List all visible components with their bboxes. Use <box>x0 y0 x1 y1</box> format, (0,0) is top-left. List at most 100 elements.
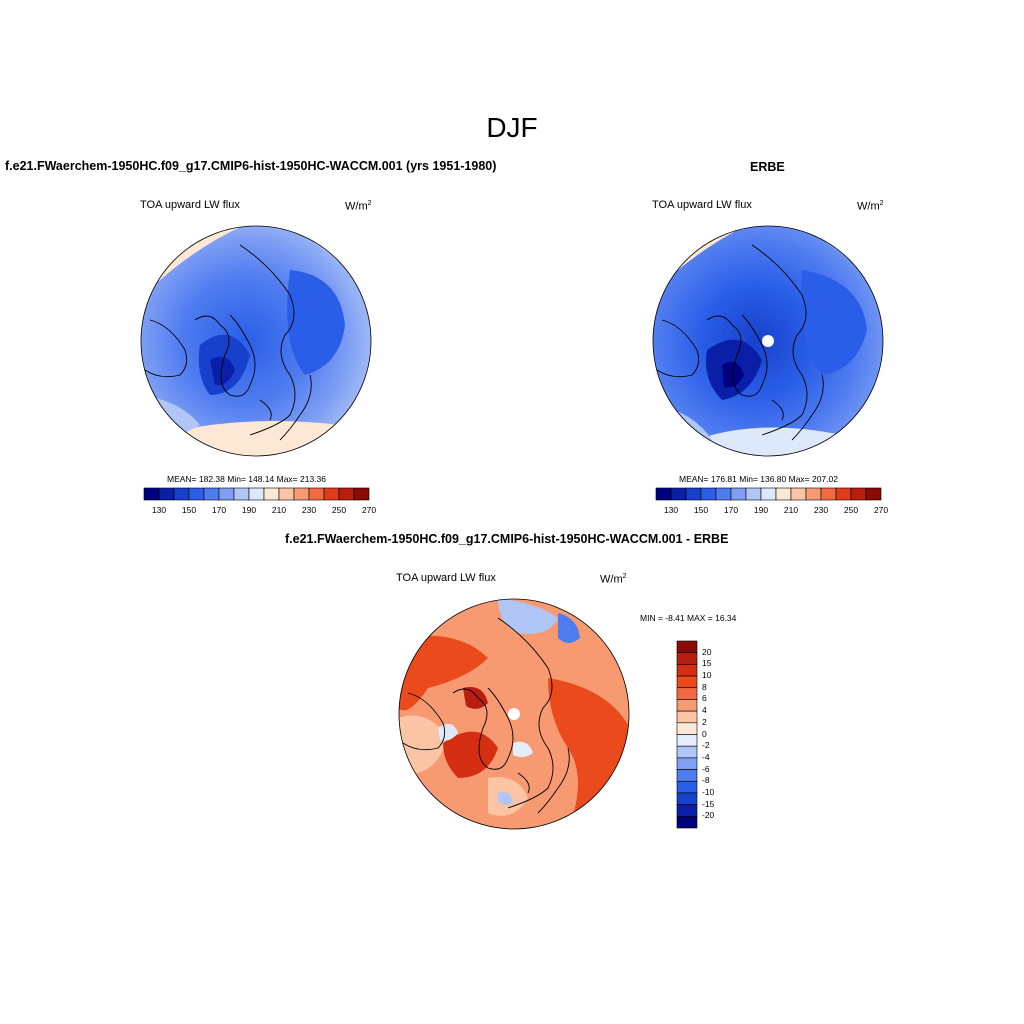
diff-units-label: W/m2 <box>600 573 627 586</box>
diff-colorbar-swatch <box>676 675 698 689</box>
model-colorbar-swatch <box>173 487 190 501</box>
model-colorbar-swatch <box>353 487 370 501</box>
diff-colorbar-swatch <box>676 816 698 829</box>
model-colorbar-ticks: 130 150 170 190 210 230 250 270 <box>144 505 376 517</box>
diff-colorbar-swatch <box>676 699 698 712</box>
obs-colorbar-swatch <box>775 487 792 501</box>
model-colorbar-swatch <box>248 487 265 501</box>
diff-colorbar-swatch <box>676 780 698 794</box>
obs-colorbar <box>655 487 882 501</box>
obs-colorbar-tick-label: 150 <box>693 505 709 515</box>
diff-colorbar-swatch <box>676 745 698 759</box>
diff-colorbar-tick-label: 2 <box>702 716 707 727</box>
obs-panel-title: ERBE <box>750 160 785 174</box>
obs-colorbar-swatch <box>835 487 852 501</box>
model-colorbar-swatch <box>278 487 295 501</box>
model-colorbar-swatch <box>338 487 355 501</box>
obs-colorbar-tick-label: 170 <box>723 505 739 515</box>
model-field-label: TOA upward LW flux <box>140 199 240 211</box>
model-colorbar-swatch <box>143 487 160 501</box>
model-colorbar-swatch <box>233 487 250 501</box>
season-title: DJF <box>486 112 538 143</box>
model-colorbar-swatch <box>188 487 205 501</box>
diff-colorbar-swatch <box>676 804 698 817</box>
diff-colorbar-tick-label: 15 <box>702 658 712 669</box>
obs-colorbar-tick-label: 230 <box>813 505 829 515</box>
obs-field-label: TOA upward LW flux <box>652 199 752 211</box>
diff-missing-pole <box>508 708 520 720</box>
diff-colorbar-tick-label: -4 <box>702 751 710 762</box>
obs-colorbar-swatch <box>790 487 807 501</box>
diff-colorbar-tick-label: 10 <box>702 670 712 681</box>
model-units-label: W/m2 <box>345 200 372 213</box>
model-colorbar-swatch <box>158 487 175 501</box>
diff-polar-map <box>398 598 630 830</box>
obs-polar-map <box>652 225 884 457</box>
model-panel-title: f.e21.FWaerchem-1950HC.f09_g17.CMIP6-his… <box>5 159 497 173</box>
obs-colorbar-tick-label: 250 <box>843 505 859 515</box>
diff-colorbar-swatch <box>676 687 698 700</box>
obs-colorbar-swatch <box>670 487 687 501</box>
diff-field-label: TOA upward LW flux <box>396 572 496 584</box>
model-colorbar-tick-label: 190 <box>241 505 257 515</box>
obs-colorbar-swatch <box>700 487 717 501</box>
model-colorbar-tick-label: 150 <box>181 505 197 515</box>
obs-stats: MEAN= 176.81 Min= 136.80 Max= 207.02 <box>679 474 839 484</box>
obs-colorbar-swatch <box>715 487 732 501</box>
diff-colorbar-swatch <box>676 757 698 770</box>
model-colorbar-tick-label: 170 <box>211 505 227 515</box>
diff-colorbar-swatch <box>676 722 698 735</box>
model-colorbar-swatch <box>308 487 325 501</box>
diff-colorbar-tick-label: -2 <box>702 740 710 751</box>
model-polar-map <box>140 225 372 457</box>
model-colorbar-tick-label: 210 <box>271 505 287 515</box>
obs-colorbar-tick-label: 210 <box>783 505 799 515</box>
diff-colorbar-swatch <box>676 664 698 677</box>
obs-colorbar-tick-label: 190 <box>753 505 769 515</box>
model-colorbar-swatch <box>323 487 340 501</box>
diff-colorbar-tick-label: -15 <box>702 798 715 809</box>
diff-colorbar-swatch <box>676 640 698 653</box>
diff-colorbar-swatch <box>676 792 698 805</box>
diff-colorbar-swatch <box>676 652 698 665</box>
diff-colorbar-tick-label: 4 <box>702 705 707 716</box>
model-colorbar-swatch <box>263 487 280 501</box>
obs-units-label: W/m2 <box>857 200 884 213</box>
diff-colorbar-ticks: 20 15 10 8 6 4 2 0 -2 -4 -6 -8 -10 -15 -20 <box>702 641 732 828</box>
obs-colorbar-ticks: 130 150 170 190 210 230 250 270 <box>656 505 888 517</box>
diff-colorbar-swatch <box>676 734 698 747</box>
diff-colorbar-tick-label: -8 <box>702 775 710 786</box>
obs-colorbar-swatch <box>850 487 867 501</box>
diff-colorbar-swatch <box>676 769 698 782</box>
diff-colorbar-tick-label: 0 <box>702 728 707 739</box>
obs-colorbar-tick-label: 130 <box>663 505 679 515</box>
model-colorbar-swatch <box>218 487 235 501</box>
diff-colorbar-tick-label: -10 <box>702 786 715 797</box>
diff-colorbar-tick-label: 20 <box>702 646 712 657</box>
diff-colorbar-tick-label: -20 <box>702 810 715 821</box>
obs-missing-pole <box>762 335 774 347</box>
model-colorbar-tick-label: 270 <box>361 505 377 515</box>
obs-colorbar-swatch <box>865 487 882 501</box>
model-colorbar-tick-label: 250 <box>331 505 347 515</box>
diff-colorbar <box>676 640 698 829</box>
diff-stats: MIN = -8.41 MAX = 16.34 <box>640 613 737 623</box>
diff-colorbar-tick-label: -6 <box>702 763 710 774</box>
model-colorbar-swatch <box>293 487 310 501</box>
model-colorbar <box>143 487 370 501</box>
diff-colorbar-tick-label: 6 <box>702 693 707 704</box>
obs-colorbar-swatch <box>655 487 672 501</box>
model-colorbar-swatch <box>203 487 220 501</box>
obs-colorbar-swatch <box>685 487 702 501</box>
obs-colorbar-swatch <box>730 487 747 501</box>
obs-colorbar-swatch <box>820 487 837 501</box>
obs-colorbar-swatch <box>745 487 762 501</box>
model-colorbar-tick-label: 130 <box>151 505 167 515</box>
obs-colorbar-swatch <box>805 487 822 501</box>
model-stats: MEAN= 182.38 Min= 148.14 Max= 213.36 <box>167 474 327 484</box>
diff-panel-title: f.e21.FWaerchem-1950HC.f09_g17.CMIP6-his… <box>285 532 729 546</box>
diff-colorbar-swatch <box>676 710 698 724</box>
obs-colorbar-tick-label: 270 <box>873 505 889 515</box>
model-colorbar-tick-label: 230 <box>301 505 317 515</box>
obs-colorbar-swatch <box>760 487 777 501</box>
